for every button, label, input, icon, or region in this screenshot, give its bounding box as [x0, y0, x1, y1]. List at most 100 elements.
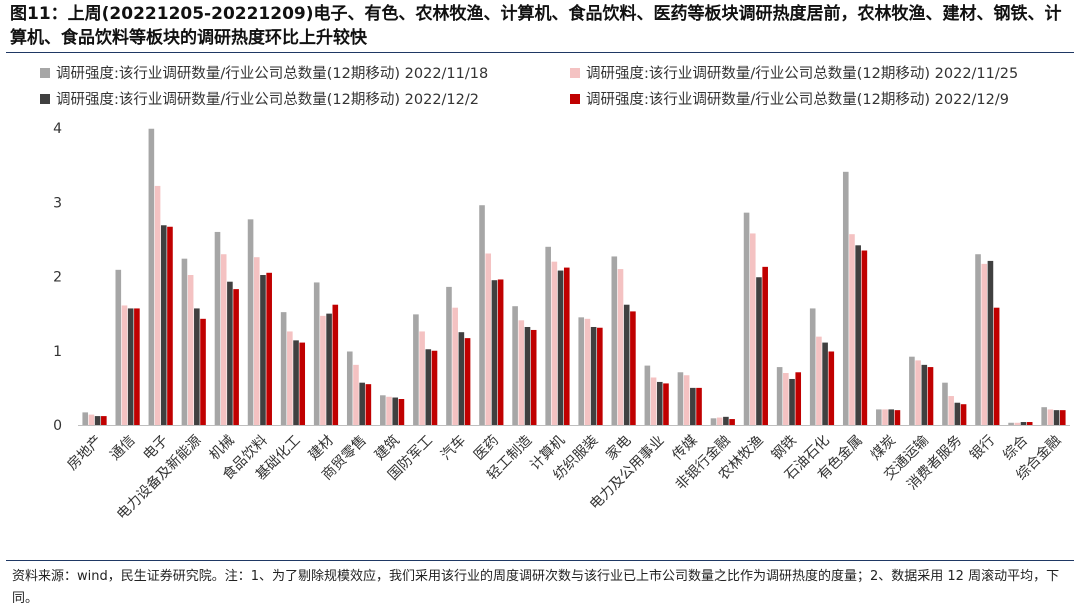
bar-24-0: [876, 409, 882, 425]
bar-26-3: [960, 404, 967, 425]
bar-16-0: [611, 256, 618, 425]
x-tick-label-0: 房地产: [64, 433, 105, 474]
bar-1-0: [115, 269, 122, 425]
bar-12-2: [491, 280, 498, 425]
bar-2-2: [160, 225, 167, 425]
bar-5-3: [266, 272, 272, 425]
legend-swatch-0: [40, 68, 50, 78]
bar-26-0: [942, 382, 948, 425]
bar-13-1: [518, 320, 525, 425]
bar-25-1: [915, 360, 921, 425]
x-tick-label-1: 通信: [107, 433, 138, 464]
bar-10-3: [431, 350, 438, 425]
legend-label-2: 调研强度:该行业调研数量/行业公司总数量(12期移动) 2022/12/2: [56, 91, 479, 108]
legend-label-3: 调研强度:该行业调研数量/行业公司总数量(12期移动) 2022/12/9: [586, 91, 1009, 108]
bar-13-2: [524, 326, 531, 425]
bar-20-1: [749, 233, 756, 425]
bottom-rule: [6, 560, 1074, 561]
bar-0-1: [88, 414, 95, 425]
bar-25-3: [927, 367, 934, 425]
bar-16-2: [623, 304, 630, 425]
bar-3-0: [181, 258, 188, 425]
bar-28-0: [1008, 422, 1014, 425]
bar-19-3: [729, 419, 735, 425]
bar-29-2: [1053, 410, 1060, 425]
bar-2-1: [154, 185, 161, 425]
bar-18-1: [683, 375, 690, 425]
bar-9-3: [398, 399, 405, 425]
bar-21-3: [795, 372, 802, 425]
bar-15-2: [590, 326, 597, 425]
bar-14-2: [557, 270, 564, 425]
y-axis: 0 1 2 3 4: [53, 121, 62, 434]
bar-7-3: [332, 304, 339, 425]
bar-8-2: [359, 382, 365, 425]
bar-28-2: [1020, 422, 1027, 425]
bar-15-1: [584, 318, 591, 425]
bar-0-0: [82, 412, 89, 425]
legend: 调研强度:该行业调研数量/行业公司总数量(12期移动) 2022/11/18 调研…: [40, 65, 1018, 108]
bar-26-2: [954, 402, 961, 425]
bar-24-3: [894, 410, 901, 425]
bar-27-3: [993, 307, 1000, 425]
bar-19-1: [716, 417, 723, 425]
bar-15-0: [578, 317, 585, 425]
bar-25-0: [909, 356, 915, 425]
bar-2-3: [167, 226, 173, 425]
bar-11-0: [446, 286, 452, 425]
bar-14-3: [563, 267, 570, 425]
bar-19-0: [710, 418, 717, 425]
bar-chart: 调研强度:该行业调研数量/行业公司总数量(12期移动) 2022/11/18 调研…: [40, 65, 1070, 523]
bar-12-0: [479, 205, 485, 425]
bar-18-3: [696, 387, 702, 426]
legend-label-1: 调研强度:该行业调研数量/行业公司总数量(12期移动) 2022/11/25: [586, 65, 1018, 82]
bar-15-3: [597, 327, 603, 425]
bar-17-2: [656, 381, 663, 425]
bar-17-1: [650, 377, 657, 425]
bar-10-0: [413, 314, 419, 425]
y-tick-label-0: 0: [53, 418, 62, 434]
bar-7-2: [326, 313, 332, 426]
bar-16-1: [617, 269, 624, 425]
bar-20-3: [762, 266, 768, 425]
x-tick-label-11: 汽车: [437, 432, 469, 464]
bar-2-0: [148, 128, 155, 426]
bar-3-1: [187, 275, 194, 425]
bar-5-0: [247, 219, 254, 425]
bar-12-3: [497, 279, 504, 425]
bar-24-2: [888, 409, 895, 425]
bar-19-2: [723, 416, 729, 425]
bar-9-0: [380, 395, 386, 425]
bar-6-3: [299, 342, 306, 425]
x-axis: 房地产 通信 电子电力设备及新能源 机械食品饮料基础化工 建材商贸零售 建筑国防军工 汽车医…: [64, 425, 1070, 523]
y-tick-label-3: 3: [53, 195, 62, 211]
y-tick-label-4: 4: [53, 121, 62, 137]
bar-27-0: [975, 254, 981, 425]
bar-11-2: [458, 332, 465, 425]
bar-23-3: [861, 250, 868, 425]
bar-14-1: [551, 261, 558, 425]
bar-13-0: [512, 306, 518, 425]
bar-10-2: [425, 349, 432, 425]
legend-swatch-2: [40, 94, 50, 104]
y-tick-label-1: 1: [53, 344, 62, 360]
bar-17-3: [663, 383, 669, 425]
bar-29-3: [1059, 410, 1066, 425]
bar-23-1: [849, 234, 855, 425]
bar-28-1: [1014, 422, 1021, 425]
bar-20-2: [756, 277, 762, 425]
bar-21-0: [776, 367, 783, 425]
x-tick-label-27: 银行: [967, 433, 998, 464]
bar-9-2: [392, 397, 399, 425]
bar-18-0: [677, 372, 684, 425]
bar-6-1: [287, 331, 293, 425]
bar-6-0: [280, 312, 287, 425]
bar-22-3: [828, 351, 835, 425]
bars: [82, 128, 1066, 426]
bar-8-1: [353, 364, 359, 425]
bar-7-1: [320, 315, 326, 425]
bar-27-1: [981, 263, 988, 425]
bar-5-2: [260, 275, 266, 425]
bar-16-3: [630, 311, 636, 425]
chart-title: 图11：上周(20221205-20221209)电子、有色、农林牧渔、计算机、…: [10, 4, 1062, 48]
